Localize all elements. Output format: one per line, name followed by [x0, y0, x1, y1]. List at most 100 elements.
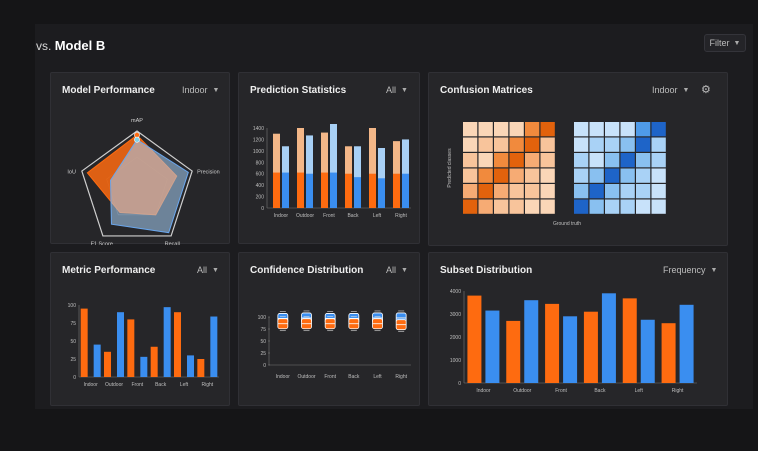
bar-blue — [563, 316, 578, 383]
panel-select[interactable]: Indoor ▼ — [652, 85, 689, 95]
confidence-distribution-chart: 100 75 50 25 0 Indoor Outdoor Front Back Left Righ… — [258, 310, 411, 380]
x-tick-label: Outdoor — [296, 213, 314, 219]
bar-orange — [622, 298, 637, 383]
bar-total — [354, 146, 361, 208]
panel-select[interactable]: Frequency ▼ — [663, 265, 717, 275]
panel-title: Subset Distribution — [440, 265, 533, 276]
x-tick-label: Indoor — [476, 388, 491, 394]
bar-total — [321, 132, 328, 208]
matrix-cell — [525, 168, 540, 183]
bar-orange — [583, 311, 598, 383]
panel-confidence-distribution: Confidence Distribution All ▼ 100 75 50 25 0 I… — [238, 252, 420, 406]
x-tick-label: Right — [672, 388, 684, 394]
matrix-cell — [574, 184, 589, 199]
matrix-cell — [589, 168, 604, 183]
matrix-cell — [636, 153, 651, 168]
bar-fill — [297, 172, 304, 208]
y-tick-label: 75 — [260, 327, 266, 333]
chevron-down-icon: ▼ — [401, 266, 408, 274]
chevron-down-icon: ▼ — [710, 266, 718, 274]
panel-subset-distribution: Subset Distribution Frequency ▼ 4000 3000 2… — [428, 252, 728, 406]
y-tick-label: 0 — [458, 381, 461, 387]
select-value: Indoor — [182, 85, 208, 95]
title-model: Model B — [54, 38, 106, 53]
chevron-down-icon: ▼ — [212, 86, 220, 94]
bar-fill — [306, 173, 313, 208]
radar-axis-label: F1 Score — [91, 242, 113, 245]
matrix-cell — [494, 199, 509, 214]
bar-fill — [345, 173, 352, 208]
y-tick-label: 1400 — [253, 126, 264, 132]
matrix-cell — [636, 199, 651, 214]
y-tick-label: 3000 — [450, 312, 461, 318]
matrix-cell — [463, 184, 478, 199]
y-tick-label: 50 — [70, 339, 76, 345]
matrix-cell — [589, 122, 604, 137]
matrix-cell — [509, 153, 524, 168]
x-tick-label: Left — [373, 374, 382, 380]
bar-fill — [321, 172, 328, 208]
panel-title: Confidence Distribution — [250, 265, 364, 276]
matrix-cell — [651, 199, 666, 214]
x-tick-label: Front — [131, 382, 143, 388]
bar-blue — [679, 304, 694, 383]
bar-orange — [661, 323, 676, 383]
x-tick-label: Front — [323, 213, 335, 219]
bar-blue — [601, 293, 616, 383]
matrix-cell — [540, 153, 555, 168]
matrix-cell — [463, 168, 478, 183]
matrix-cell — [525, 184, 540, 199]
matrix-cell — [605, 199, 620, 214]
bar-orange — [174, 312, 181, 377]
matrix-cell — [651, 137, 666, 152]
matrix-cell — [494, 153, 509, 168]
matrix-cell — [651, 122, 666, 137]
matrix-cell — [574, 153, 589, 168]
y-tick-label: 2000 — [450, 335, 461, 341]
panel-select[interactable]: All ▼ — [197, 265, 219, 275]
bar-blue — [210, 316, 218, 377]
matrix-cell — [478, 184, 493, 199]
gear-icon[interactable]: ⚙ — [701, 84, 711, 96]
matrix-cell — [463, 153, 478, 168]
matrix-cell — [636, 168, 651, 183]
panel-title: Prediction Statistics — [250, 85, 347, 96]
x-tick-label: Back — [155, 382, 167, 388]
subset-distribution-chart: 4000 3000 2000 1000 0 Indoor Outdoor Front Back L… — [450, 289, 697, 394]
matrix-cell — [540, 184, 555, 199]
matrix-cell — [589, 199, 604, 214]
panel-select[interactable]: All ▼ — [386, 265, 408, 275]
panel-select[interactable]: All ▼ — [386, 85, 408, 95]
y-tick-label: 0 — [263, 363, 266, 369]
matrix-cell — [636, 122, 651, 137]
bar-orange — [467, 295, 482, 383]
bar-orange — [197, 359, 205, 377]
chevron-down-icon: ▼ — [401, 86, 408, 94]
filter-label: Filter — [709, 38, 730, 48]
matrix-cell — [509, 199, 524, 214]
bar-total — [330, 124, 337, 208]
bar-orange — [150, 346, 158, 377]
filter-button[interactable]: Filter ▼ — [704, 34, 746, 52]
x-tick-label: Back — [594, 388, 606, 394]
x-tick-label: Right — [395, 213, 407, 219]
matrix-cell — [509, 168, 524, 183]
x-tick-label: Outdoor — [513, 388, 531, 394]
bar-orange — [80, 308, 88, 377]
page-title: vs. Model B — [36, 38, 105, 53]
matrix-cell — [494, 168, 509, 183]
matrix-cell — [525, 153, 540, 168]
x-tick-label: Indoor — [274, 213, 289, 219]
bar-blue — [187, 355, 194, 377]
matrix-cell — [463, 137, 478, 152]
y-tick-label: 800 — [256, 160, 265, 166]
matrix-cell — [620, 168, 635, 183]
radar-axis-label: mAP — [131, 118, 143, 124]
bar-total — [297, 128, 304, 208]
matrix-cell — [605, 184, 620, 199]
matrix-cell — [589, 137, 604, 152]
matrix-cell — [651, 153, 666, 168]
bar-blue — [117, 312, 124, 377]
x-tick-label: Right — [201, 382, 213, 388]
panel-select[interactable]: Indoor ▼ — [182, 85, 219, 95]
